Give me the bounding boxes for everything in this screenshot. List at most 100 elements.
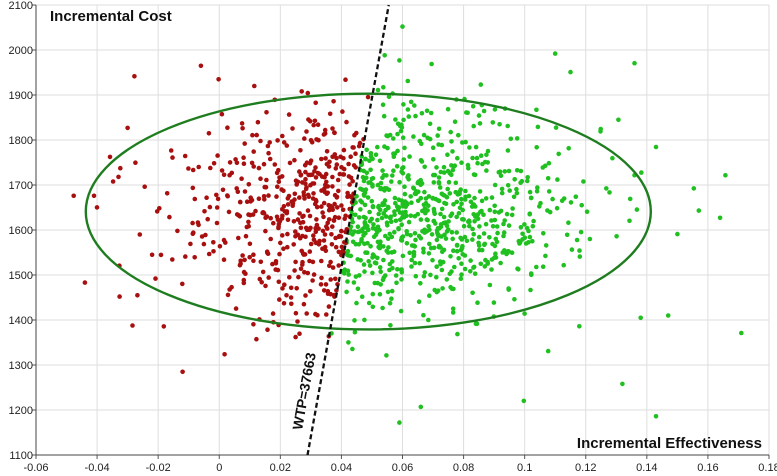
data-point <box>441 220 447 226</box>
data-point <box>345 279 350 284</box>
x-tick-label: 0.1 <box>517 462 532 474</box>
data-point <box>489 195 495 200</box>
data-point <box>211 161 217 166</box>
data-point <box>287 160 293 166</box>
data-point <box>393 218 399 224</box>
data-point <box>447 191 453 196</box>
data-point <box>263 283 268 289</box>
data-point <box>413 273 419 279</box>
data-point <box>242 257 247 263</box>
data-point <box>431 157 436 162</box>
data-point <box>397 179 402 185</box>
data-point <box>568 69 573 75</box>
data-point <box>378 180 384 186</box>
data-point <box>251 164 256 169</box>
data-point <box>365 226 371 232</box>
data-point <box>337 171 343 177</box>
data-point <box>493 251 498 256</box>
data-point <box>434 264 440 270</box>
data-point <box>372 280 378 286</box>
data-point <box>239 176 244 181</box>
data-point <box>402 145 407 151</box>
data-point <box>195 220 201 225</box>
data-point <box>366 300 372 306</box>
data-point <box>495 230 500 236</box>
data-point <box>341 166 347 172</box>
data-point <box>246 212 251 217</box>
data-point <box>207 204 213 210</box>
data-point <box>547 209 553 215</box>
data-point <box>391 136 396 141</box>
data-point <box>435 288 441 294</box>
data-point <box>398 123 403 129</box>
data-point <box>335 205 340 210</box>
data-point <box>459 160 464 165</box>
data-point <box>280 133 285 139</box>
data-point <box>538 200 543 206</box>
data-point <box>237 262 243 268</box>
data-point <box>239 121 245 126</box>
data-point <box>614 234 619 239</box>
data-point <box>501 221 506 227</box>
data-point <box>480 161 485 167</box>
data-point <box>406 219 412 225</box>
data-point <box>370 291 376 297</box>
x-axis-title: Incremental Effectiveness <box>577 435 762 452</box>
data-point <box>227 172 232 178</box>
data-point <box>266 150 271 156</box>
data-point <box>459 201 464 207</box>
data-point <box>317 238 322 244</box>
data-point <box>449 230 455 235</box>
data-point <box>479 198 485 204</box>
data-point <box>417 260 423 266</box>
data-point <box>526 228 531 234</box>
data-point <box>459 272 464 277</box>
data-point <box>263 228 268 234</box>
data-point <box>459 196 464 202</box>
data-point <box>223 240 228 245</box>
data-point <box>460 207 466 213</box>
y-tick-label: 1400 <box>9 315 33 327</box>
data-point <box>302 269 307 275</box>
data-point <box>534 145 539 150</box>
data-point <box>336 249 342 255</box>
data-point <box>161 324 167 329</box>
data-point <box>387 300 393 306</box>
data-point <box>498 173 504 178</box>
data-point <box>247 241 253 247</box>
data-point <box>313 229 319 235</box>
data-point <box>552 51 558 56</box>
data-point <box>107 154 113 160</box>
data-point <box>514 186 519 192</box>
data-point <box>241 280 247 286</box>
data-point <box>518 168 524 174</box>
data-point <box>475 160 480 166</box>
data-point <box>251 322 256 327</box>
data-point <box>482 241 488 247</box>
data-point <box>293 334 298 340</box>
data-point <box>250 132 255 138</box>
data-point <box>334 195 340 200</box>
data-point <box>385 236 391 241</box>
y-tick-label: 2000 <box>9 45 33 57</box>
data-point <box>302 196 307 201</box>
data-point <box>297 195 302 200</box>
data-point <box>587 236 593 242</box>
data-point <box>501 233 506 239</box>
data-point <box>370 270 375 276</box>
data-point <box>454 242 460 248</box>
data-point <box>336 215 342 220</box>
data-point <box>326 217 332 222</box>
data-point <box>430 196 436 201</box>
data-point <box>450 306 456 312</box>
data-point <box>428 245 434 251</box>
data-point <box>428 110 434 116</box>
data-point <box>338 234 344 239</box>
data-point <box>378 185 384 191</box>
data-point <box>401 204 406 209</box>
data-point <box>368 244 373 249</box>
data-point <box>254 336 259 342</box>
data-point <box>270 311 276 316</box>
data-point <box>363 250 368 255</box>
data-point <box>339 228 344 234</box>
